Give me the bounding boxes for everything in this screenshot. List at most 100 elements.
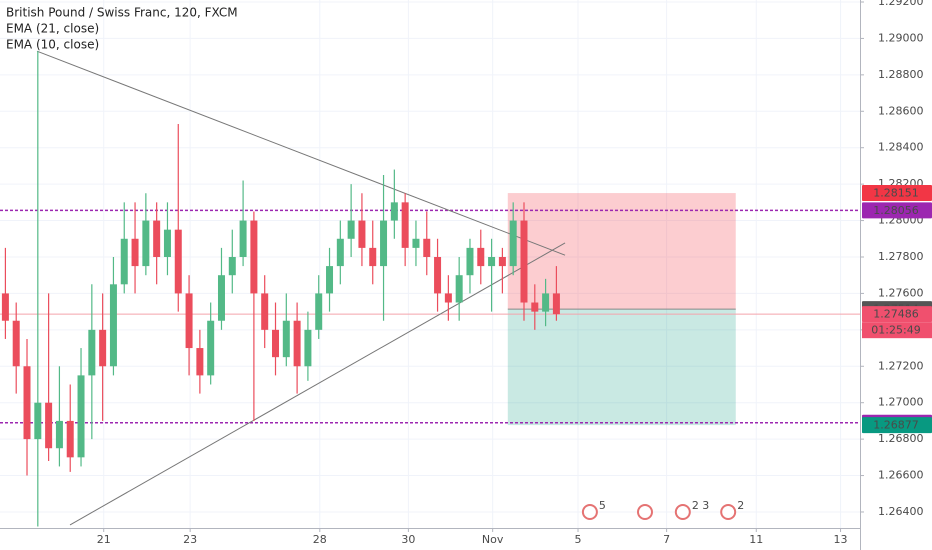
x-tick-label: 23: [183, 533, 197, 546]
x-tick-label: 28: [313, 533, 327, 546]
candle-body: [272, 329, 280, 358]
candle-body: [488, 256, 496, 267]
y-tick-label: 1.27200: [878, 359, 924, 372]
candle-body: [412, 238, 420, 248]
event-icon: [637, 504, 653, 520]
price-label: 1.28056: [873, 204, 919, 217]
y-tick-label: 1.26400: [878, 505, 924, 518]
candle-body: [250, 220, 258, 294]
x-tick-label: 21: [97, 533, 111, 546]
trend-line: [36, 50, 566, 256]
candle-body: [77, 375, 85, 458]
countdown-box: [862, 322, 932, 339]
candle-body: [455, 275, 463, 303]
candle-body: [207, 320, 215, 376]
candle-body: [444, 293, 452, 303]
candle-body: [358, 220, 366, 248]
event-icon: [720, 504, 737, 520]
price-label-box: [862, 202, 932, 219]
candle-body: [423, 238, 431, 257]
y-tick-label: 1.27600: [878, 286, 924, 299]
event-count: 2: [737, 499, 744, 512]
candle-body: [185, 293, 193, 349]
candle-body: [131, 238, 139, 267]
candle-body: [12, 320, 20, 367]
candle-body: [542, 293, 550, 312]
candle-body: [99, 329, 107, 367]
countdown: 01:25:49: [871, 324, 920, 337]
event-count: 5: [599, 499, 606, 512]
price-label-box: [862, 185, 932, 202]
event-icon: [581, 504, 598, 520]
candle-body: [552, 293, 560, 315]
y-tick-label: 1.26600: [878, 469, 924, 482]
candle-body: [390, 202, 398, 221]
candle-body: [174, 229, 182, 294]
y-tick-label: 1.29200: [878, 0, 924, 8]
candle-body: [88, 329, 96, 376]
candle-body: [336, 238, 344, 267]
y-tick-label: 1.26800: [878, 432, 924, 445]
candle-body: [380, 220, 388, 267]
candle-body: [509, 220, 517, 267]
price-label-box: [862, 306, 932, 323]
candle-body: [261, 293, 269, 330]
candle-body: [196, 348, 204, 376]
candle-body: [66, 420, 74, 458]
candle-body: [520, 220, 528, 303]
candle-body: [217, 275, 225, 321]
x-tick-label: 5: [575, 533, 582, 546]
candle-body: [369, 247, 377, 267]
candle-body: [228, 256, 236, 276]
candle-body: [401, 202, 409, 248]
x-tick-label: 13: [834, 533, 848, 546]
price-label: 1.27486: [873, 308, 919, 321]
candle-body: [1, 293, 9, 321]
candle-body: [326, 266, 334, 294]
candle-body: [531, 302, 539, 312]
y-tick-label: 1.28600: [878, 104, 924, 117]
indicator-label: EMA (21, close): [6, 22, 99, 36]
candle-body: [109, 284, 117, 367]
candle-body: [23, 366, 31, 440]
candle-body: [34, 402, 42, 440]
time-axis: [0, 528, 860, 550]
indicator-label: EMA (10, close): [6, 38, 99, 52]
candle-body: [239, 220, 247, 257]
x-tick-label: 11: [749, 533, 763, 546]
candle-body: [347, 220, 355, 239]
candle-body: [282, 320, 290, 358]
candle-body: [55, 420, 63, 449]
candle-body: [466, 247, 474, 276]
x-tick-label: Nov: [482, 533, 504, 546]
chart-title: British Pound / Swiss Franc, 120, FXCM: [6, 6, 238, 20]
candle-body: [498, 256, 506, 267]
candle-body: [293, 320, 301, 367]
price-label-box: [862, 417, 932, 434]
price-axis: [860, 0, 932, 550]
y-tick-label: 1.28800: [878, 68, 924, 81]
y-tick-label: 1.29000: [878, 31, 924, 44]
trend-line: [69, 242, 566, 526]
candle-body: [163, 229, 171, 257]
candle-body: [120, 238, 128, 285]
y-tick-label: 1.28400: [878, 141, 924, 154]
candle-body: [304, 329, 312, 367]
price-label: 1.26877: [873, 419, 919, 432]
y-tick-label: 1.27000: [878, 396, 924, 409]
candle-body: [315, 293, 323, 330]
x-tick-label: 30: [401, 533, 415, 546]
candle-body: [153, 220, 161, 257]
candle-body: [477, 247, 485, 267]
event-icon: [674, 504, 691, 520]
event-count: 2 3: [692, 499, 710, 512]
x-tick-label: 7: [663, 533, 670, 546]
target-zone: [507, 309, 736, 426]
candle-body: [45, 402, 53, 449]
candle-body: [142, 220, 150, 267]
price-label: 1.28151: [873, 187, 919, 200]
legend: British Pound / Swiss Franc, 120, FXCM E…: [6, 6, 238, 52]
y-tick-label: 1.27800: [878, 250, 924, 263]
